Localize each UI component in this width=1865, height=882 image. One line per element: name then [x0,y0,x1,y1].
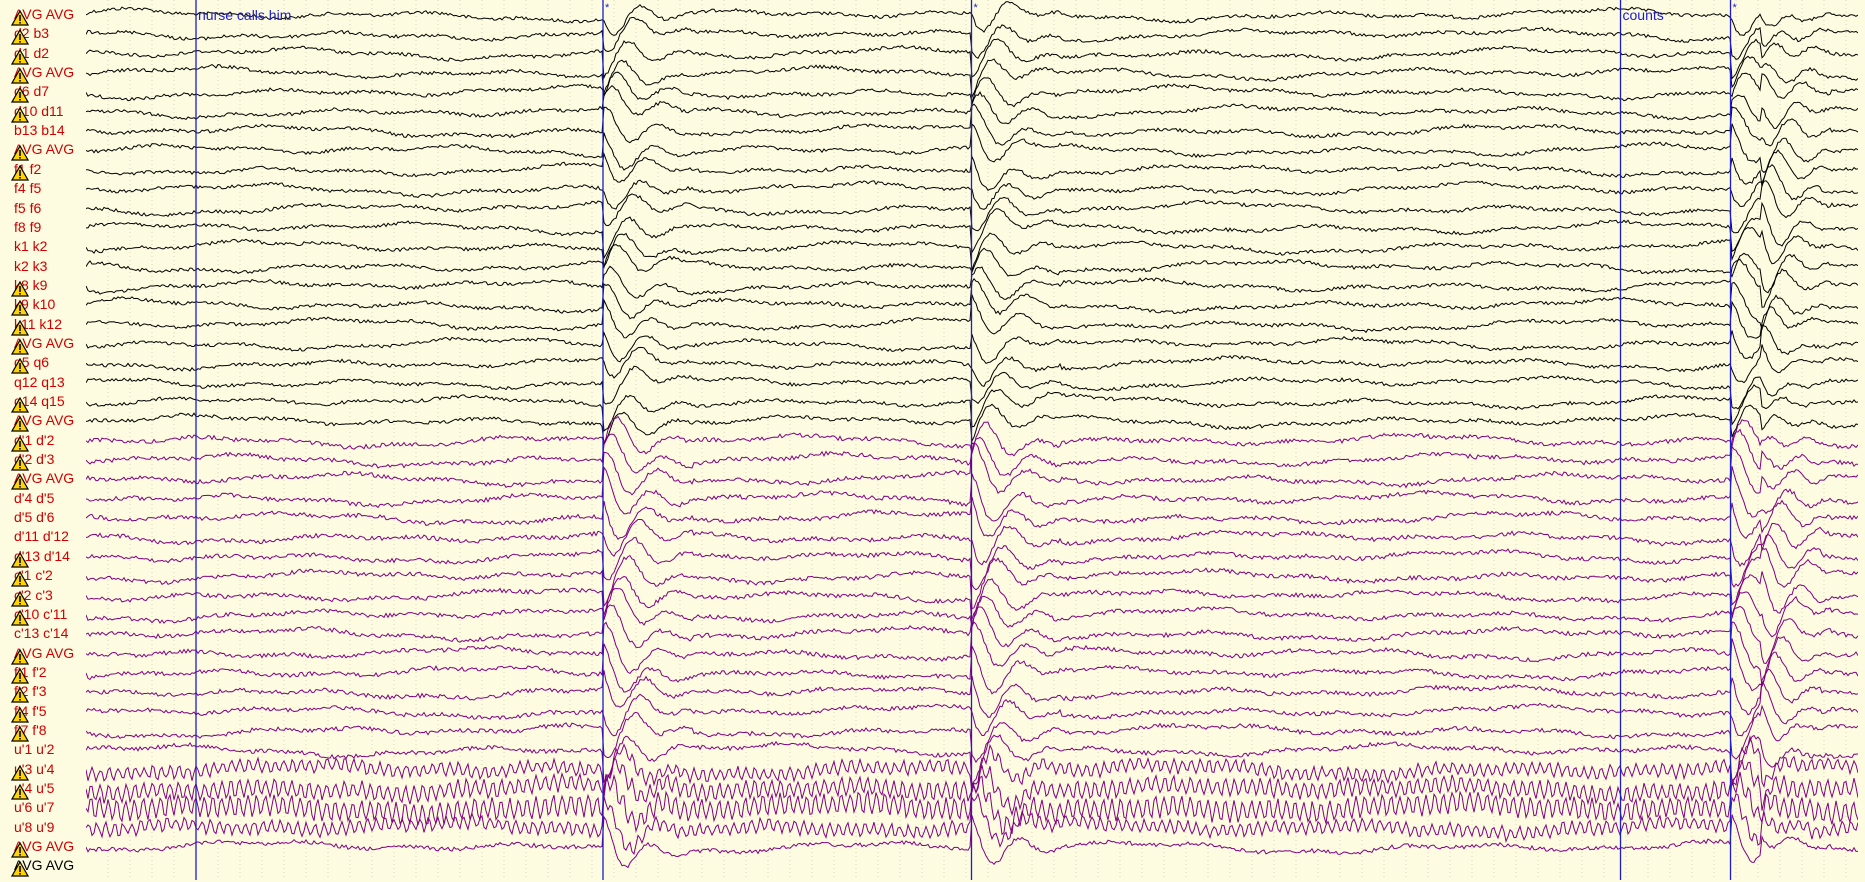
channel-label[interactable]: d10 d11 [14,102,64,119]
channel-label[interactable]: f4 f5 [14,180,42,197]
channel-label[interactable]: f8 f9 [14,218,42,235]
event-marker-label[interactable]: counts [1622,7,1664,23]
channel-label[interactable]: q14 q15 [14,393,65,409]
channel-label[interactable]: k2 k3 [14,257,48,274]
channel-label[interactable]: u'1 u'2 [14,741,55,758]
channel-label[interactable]: f5 f6 [14,199,42,216]
channel-label[interactable]: q12 q13 [14,373,65,390]
event-marker-label[interactable]: * [1732,2,1737,14]
event-marker-label[interactable]: nurse calls him [198,7,292,23]
eeg-traces [86,0,1858,880]
channel-label[interactable]: d'5 d'6 [14,509,55,526]
channel-label[interactable]: u'6 u'7 [14,799,55,816]
channel-label[interactable]: AVG AVG [14,644,75,661]
channel-label-column: AVG AVG d2 b3 d1 d2 AVG AVG d6 d7 d10 d11 b13 … [0,0,86,880]
channel-label[interactable]: u'8 u'9 [14,818,55,835]
channel-label[interactable]: c'13 c'14 [14,625,69,642]
channel-label[interactable]: c'10 c'11 [14,605,68,622]
channel-label[interactable]: AVG AVG [14,64,75,81]
channel-label[interactable]: AVG AVG [14,141,75,158]
channel-label[interactable]: AVG AVG [14,838,75,855]
channel-label[interactable]: b13 b14 [14,122,65,139]
channel-label[interactable]: k11 k12 [14,315,62,332]
channel-label[interactable]: k1 k2 [14,238,48,255]
trace-area[interactable]: nurse calls him * * counts * [86,0,1858,880]
channel-label[interactable]: AVG AVG [14,6,75,22]
channel-label[interactable]: d'4 d'5 [14,489,55,506]
channel-label[interactable]: d'11 d'12 [14,528,69,545]
channel-label[interactable]: AVG AVG [14,470,75,487]
event-marker-label[interactable]: * [605,2,610,14]
channel-label[interactable]: AVG AVG [14,857,75,874]
event-marker-label[interactable]: * [973,2,978,14]
channel-label[interactable]: d'13 d'14 [14,547,70,564]
channel-label[interactable]: AVG AVG [14,334,75,351]
channel-label[interactable]: AVG AVG [14,412,75,429]
